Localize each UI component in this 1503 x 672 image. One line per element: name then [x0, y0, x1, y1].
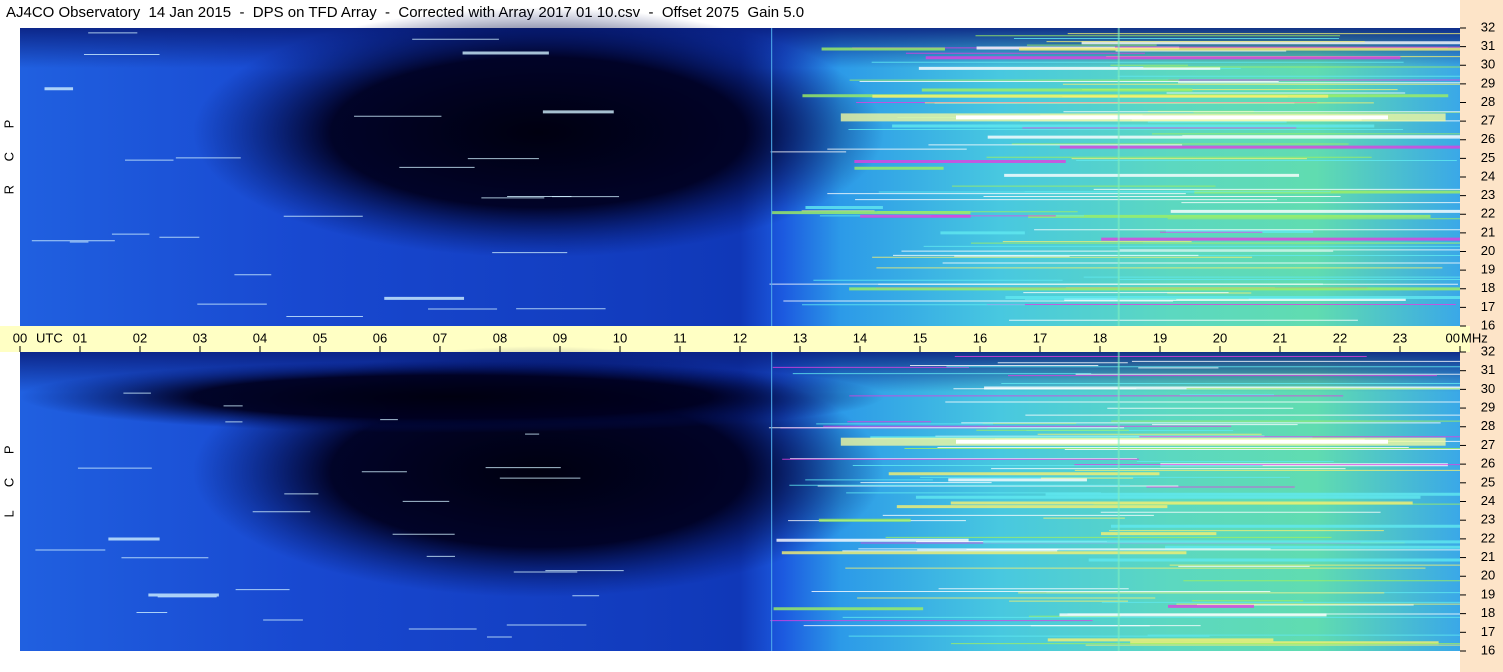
x-tick-label: 00	[13, 330, 27, 345]
x-tick-label: 07	[433, 330, 447, 345]
x-tick-label: 22	[1333, 330, 1347, 345]
y-tick-label: 18	[1481, 280, 1495, 295]
x-tick-label: 02	[133, 330, 147, 345]
x-tick-label: 10	[613, 330, 627, 345]
x-tick-label: 16	[973, 330, 987, 345]
y-tick-label: 19	[1481, 586, 1495, 601]
y-tick-label: 26	[1481, 131, 1495, 146]
x-tick-label: 21	[1273, 330, 1287, 345]
y-tick-label: 28	[1481, 94, 1495, 109]
time-axis-bar	[0, 326, 1470, 352]
y-tick-label: 30	[1481, 57, 1495, 72]
x-tick-label: 03	[193, 330, 207, 345]
y-tick-label: 17	[1481, 624, 1495, 639]
night-region	[20, 360, 884, 433]
y-tick-label: 23	[1481, 512, 1495, 527]
x-tick-label: 14	[853, 330, 867, 345]
y-tick-label: 16	[1481, 317, 1495, 332]
y-tick-label: 31	[1481, 362, 1495, 377]
x-tick-label: 18	[1093, 330, 1107, 345]
y-tick-label: 20	[1481, 243, 1495, 258]
x-tick-label: 05	[313, 330, 327, 345]
y-tick-label: 24	[1481, 493, 1495, 508]
y-tick-label: 25	[1481, 474, 1495, 489]
x-tick-label: 23	[1393, 330, 1407, 345]
panel-label: L C P	[1, 435, 16, 517]
y-tick-label: 20	[1481, 568, 1495, 583]
spectrogram	[20, 346, 1460, 651]
x-tick-label: 11	[673, 330, 687, 345]
y-tick-label: 29	[1481, 400, 1495, 415]
x-tick-label: 20	[1213, 330, 1227, 345]
y-tick-label: 18	[1481, 605, 1495, 620]
x-tick-label: 01	[73, 330, 87, 345]
x-tick-label: 13	[793, 330, 807, 345]
x-tick-label: 08	[493, 330, 507, 345]
y-tick-label: 25	[1481, 150, 1495, 165]
y-tick-label: 23	[1481, 187, 1495, 202]
y-tick-label: 21	[1481, 224, 1495, 239]
night-region	[192, 7, 884, 258]
y-tick-label: 17	[1481, 299, 1495, 314]
y-tick-label: 32	[1481, 343, 1495, 358]
x-tick-label: 15	[913, 330, 927, 345]
y-tick-label: 26	[1481, 456, 1495, 471]
x-unit: UTC	[36, 330, 63, 345]
y-tick-label: 21	[1481, 549, 1495, 564]
y-unit: MHz	[1461, 330, 1488, 345]
spectrogram	[20, 7, 1460, 326]
x-tick-label: 06	[373, 330, 387, 345]
y-tick-label: 29	[1481, 75, 1495, 90]
y-tick-label: 32	[1481, 19, 1495, 34]
x-tick-label: 09	[553, 330, 567, 345]
y-tick-label: 22	[1481, 530, 1495, 545]
title-bar	[0, 0, 1503, 28]
x-tick-label: 17	[1033, 330, 1047, 345]
panel-label: R C P	[1, 110, 16, 195]
y-tick-label: 27	[1481, 113, 1495, 128]
x-tick-label: 04	[253, 330, 267, 345]
band-27mhz-core	[956, 115, 1388, 120]
x-tick-label: 19	[1153, 330, 1167, 345]
y-tick-label: 19	[1481, 262, 1495, 277]
x-tick-label: 12	[733, 330, 747, 345]
y-tick-label: 31	[1481, 38, 1495, 53]
y-tick-label: 27	[1481, 437, 1495, 452]
y-tick-label: 28	[1481, 418, 1495, 433]
y-tick-label: 30	[1481, 381, 1495, 396]
y-tick-label: 24	[1481, 168, 1495, 183]
y-tick-label: 22	[1481, 206, 1495, 221]
band-27mhz-core	[956, 439, 1388, 444]
x-tick-label: 00	[1446, 330, 1460, 345]
y-tick-label: 16	[1481, 642, 1495, 657]
